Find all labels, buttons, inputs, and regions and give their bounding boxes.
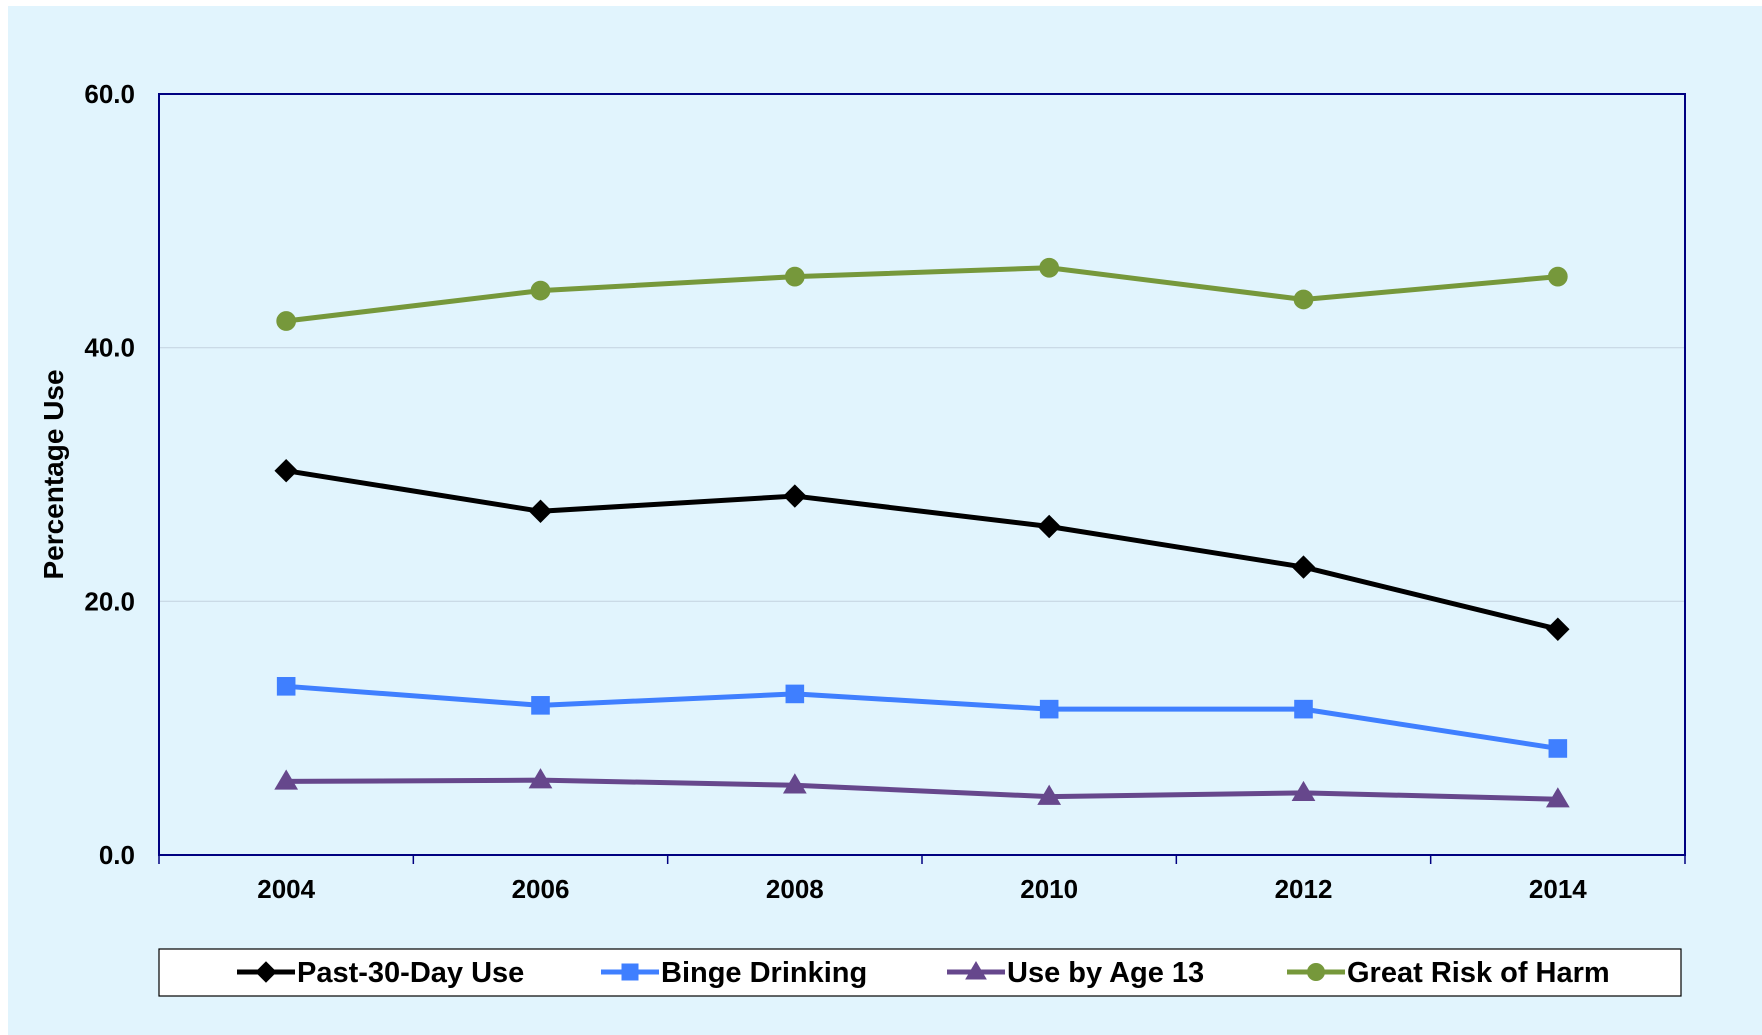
data-point bbox=[528, 499, 553, 523]
data-point bbox=[1546, 617, 1570, 641]
data-point bbox=[274, 769, 299, 790]
y-tick-label: 60.0 bbox=[84, 79, 135, 109]
data-point bbox=[1547, 266, 1568, 287]
legend-label: Use by Age 13 bbox=[1007, 957, 1204, 989]
axes: 0.0 20.0 40.0 60.0 2004 2006 2008 2010 2012 2014 bbox=[84, 79, 1686, 904]
series-past-30-day-use bbox=[274, 458, 1570, 641]
x-tick-label: 2012 bbox=[1275, 874, 1333, 904]
data-point bbox=[276, 677, 296, 696]
data-point bbox=[530, 280, 551, 301]
y-tick-label: 0.0 bbox=[99, 840, 135, 870]
data-point bbox=[1039, 257, 1060, 278]
legend-marker bbox=[965, 961, 987, 980]
legend-label: Binge Drinking bbox=[661, 957, 867, 989]
data-point bbox=[782, 773, 807, 794]
legend-label: Great Risk of Harm bbox=[1347, 957, 1610, 989]
legend-label: Past-30-Day Use bbox=[297, 957, 524, 989]
series-binge-drinking bbox=[276, 677, 1568, 758]
gridlines bbox=[159, 347, 1685, 602]
x-tick-label: 2008 bbox=[766, 874, 824, 904]
plot-area bbox=[158, 93, 1686, 856]
data-point bbox=[1291, 780, 1316, 802]
legend-marker bbox=[255, 961, 277, 983]
data-point bbox=[1039, 699, 1059, 719]
series-line bbox=[285, 683, 1559, 751]
series-line bbox=[286, 777, 1558, 802]
data-point bbox=[274, 458, 298, 483]
legend-box bbox=[158, 948, 1682, 997]
series-great-risk-of-harm bbox=[276, 257, 1568, 331]
data-point bbox=[1291, 555, 1316, 579]
data-point bbox=[1293, 289, 1314, 310]
legend: Past-30-Day Use Binge Drinking Use by Age … bbox=[158, 948, 1682, 997]
y-axis-title: Percentage Use bbox=[38, 369, 69, 579]
data-point bbox=[1037, 514, 1061, 539]
data-point bbox=[783, 484, 807, 508]
x-tick-label: 2014 bbox=[1529, 874, 1587, 904]
x-tick-label: 2006 bbox=[512, 874, 570, 904]
series bbox=[274, 257, 1570, 808]
data-point bbox=[1548, 739, 1568, 758]
data-point bbox=[1294, 699, 1313, 719]
data-point bbox=[1037, 784, 1062, 805]
x-tick-label: 2004 bbox=[257, 874, 315, 904]
data-point bbox=[528, 768, 553, 789]
series-line bbox=[285, 468, 1559, 632]
data-point bbox=[1545, 787, 1570, 808]
data-point bbox=[531, 696, 550, 715]
y-tick-label: 40.0 bbox=[84, 333, 135, 363]
data-point bbox=[784, 266, 805, 287]
legend-marker bbox=[1307, 963, 1325, 981]
series-line bbox=[285, 265, 1559, 324]
x-tick-label: 2010 bbox=[1020, 874, 1078, 904]
legend-marker bbox=[621, 963, 639, 981]
y-tick-label: 20.0 bbox=[84, 586, 135, 616]
series-use-by-age-13 bbox=[274, 768, 1570, 808]
data-point bbox=[276, 311, 297, 331]
data-point bbox=[785, 684, 805, 704]
chart-background bbox=[8, 6, 1762, 1035]
